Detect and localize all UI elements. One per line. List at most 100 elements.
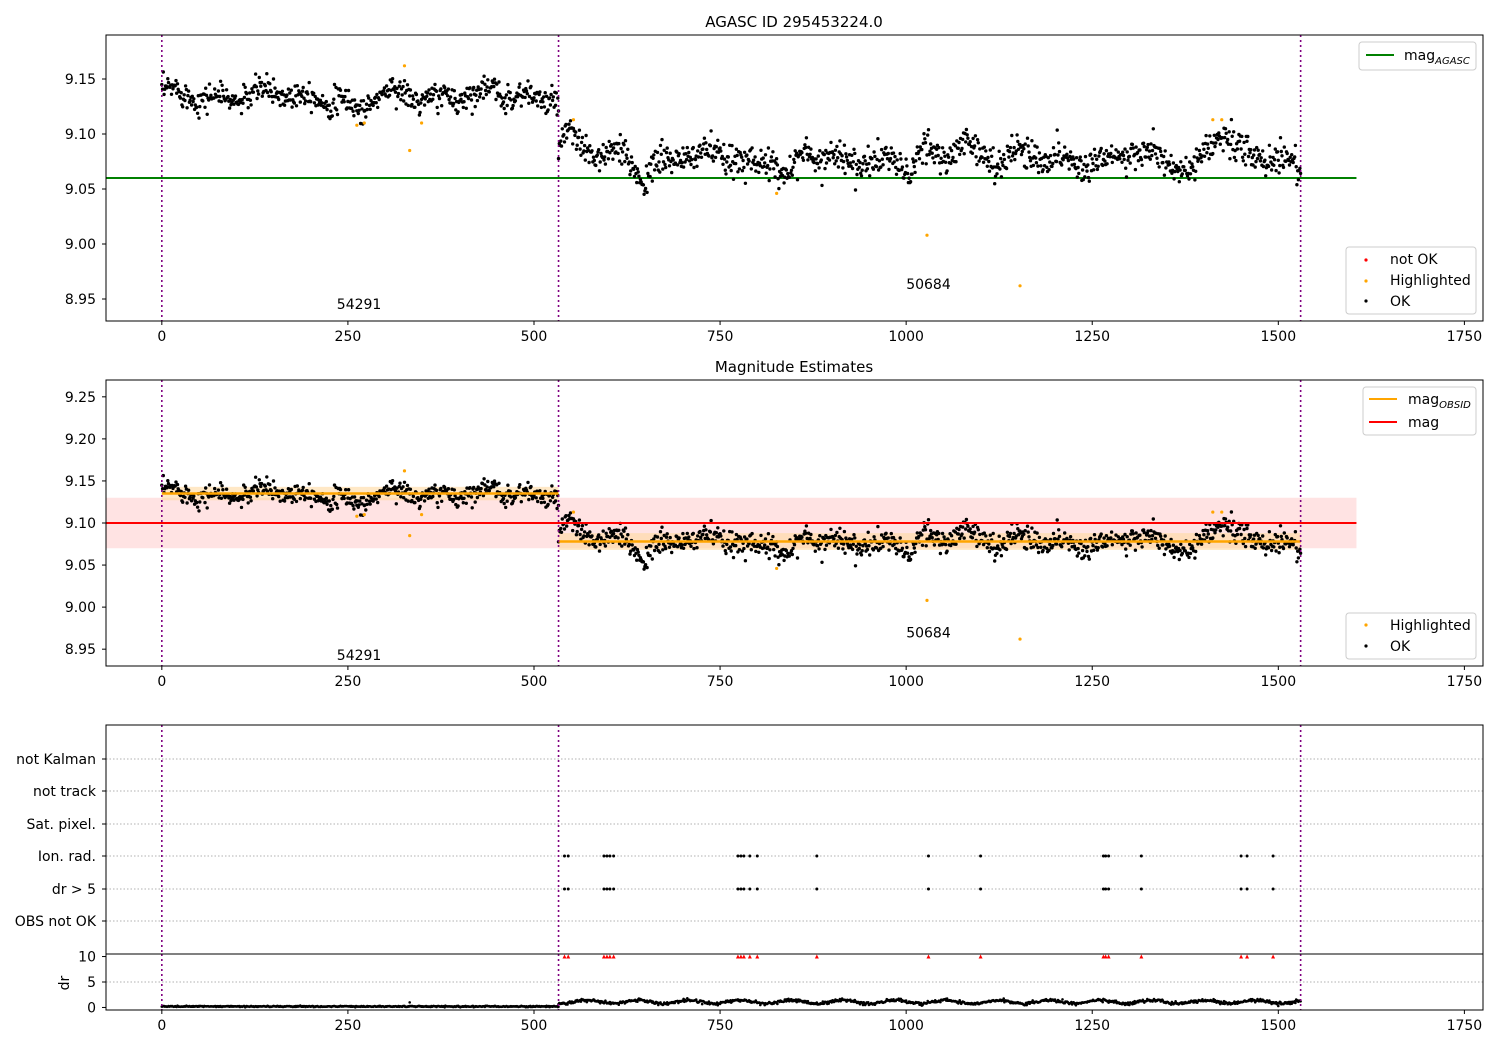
- ok-point: [1239, 147, 1243, 151]
- ok-point: [641, 183, 646, 187]
- ok-point: [1156, 543, 1160, 548]
- ok-point: [1026, 530, 1030, 534]
- ok-point: [437, 96, 442, 101]
- ok-point: [260, 94, 264, 98]
- ok-point: [519, 104, 523, 108]
- ok-point: [198, 500, 202, 504]
- ok-point: [456, 110, 460, 114]
- ok-point: [1267, 530, 1272, 534]
- ok-point: [357, 503, 361, 507]
- ok-point: [1005, 530, 1010, 534]
- ok-point: [487, 489, 491, 493]
- ok-point: [1281, 165, 1286, 170]
- panel-1-legend-top: magAGASC: [1358, 41, 1477, 71]
- flag-point: [1104, 854, 1108, 858]
- ok-point: [628, 552, 632, 556]
- ok-point: [233, 94, 238, 98]
- ok-point: [1161, 160, 1165, 165]
- ok-point: [483, 82, 487, 87]
- ok-point: [742, 535, 747, 539]
- ok-point: [1067, 548, 1071, 552]
- ok-point: [863, 159, 867, 163]
- ok-point: [905, 551, 910, 555]
- ok-point: [254, 485, 259, 489]
- ok-point: [1296, 556, 1301, 560]
- dr-clipped-marker: [601, 954, 606, 959]
- ok-point: [820, 183, 824, 188]
- ok-point: [380, 92, 384, 97]
- ok-point: [792, 543, 797, 547]
- x-tick-label: 1500: [1260, 1018, 1296, 1034]
- ok-point: [859, 553, 864, 557]
- ok-point: [1104, 534, 1109, 538]
- y-tick-label: 9.20: [65, 432, 96, 448]
- ok-point: [773, 554, 777, 558]
- ok-point: [559, 526, 563, 531]
- ok-point: [646, 171, 650, 176]
- ok-point: [1085, 169, 1089, 173]
- ok-point: [671, 158, 675, 162]
- ok-point: [915, 145, 919, 149]
- ok-point: [597, 549, 602, 553]
- ok-point: [1034, 156, 1038, 160]
- ok-point: [1241, 159, 1246, 163]
- ok-point: [920, 147, 924, 152]
- ok-point: [719, 534, 723, 538]
- ok-point: [562, 527, 567, 531]
- ok-point: [1051, 161, 1055, 166]
- ok-point: [239, 505, 244, 510]
- ok-point: [1237, 139, 1242, 143]
- ok-point: [173, 84, 177, 88]
- ok-point: [1272, 545, 1276, 549]
- ok-point: [1293, 143, 1298, 148]
- ok-point: [1031, 545, 1036, 549]
- ok-point: [1005, 144, 1010, 148]
- ok-point: [1099, 146, 1103, 151]
- ok-point: [188, 98, 192, 103]
- ok-point: [645, 190, 649, 195]
- ok-point: [292, 101, 296, 105]
- ok-point: [508, 90, 512, 95]
- ok-point: [1095, 167, 1100, 172]
- ok-point: [603, 162, 608, 166]
- highlighted-legend-marker: [1364, 279, 1368, 283]
- ok-point: [1068, 150, 1073, 154]
- ok-point: [1034, 161, 1039, 165]
- ok-point: [1161, 543, 1165, 547]
- ok-point: [1095, 157, 1099, 161]
- ok-point: [664, 150, 669, 155]
- ok-point: [418, 504, 422, 509]
- ok-point: [571, 142, 575, 146]
- ok-point: [410, 498, 414, 503]
- ok-point: [786, 171, 790, 176]
- ok-point: [704, 141, 708, 145]
- ok-point: [1221, 534, 1225, 538]
- ok-point: [643, 563, 648, 567]
- ok-point: [636, 170, 640, 174]
- ok-point: [1254, 159, 1258, 164]
- ok-point: [832, 152, 836, 157]
- ok-point: [562, 133, 566, 137]
- ok-point: [381, 89, 386, 93]
- ok-point: [1223, 517, 1228, 521]
- flag-category-label: not track: [33, 784, 97, 800]
- ok-point: [1125, 535, 1129, 539]
- ok-point: [295, 484, 299, 488]
- ok-point: [985, 164, 989, 168]
- ok-point: [330, 114, 334, 118]
- ok-point: [988, 533, 992, 537]
- ok-point: [795, 556, 800, 560]
- ok-point: [1099, 532, 1103, 536]
- ok-point: [757, 170, 761, 175]
- ok-point: [501, 100, 506, 104]
- ok-point: [1068, 535, 1073, 539]
- ok-point: [484, 92, 488, 97]
- ok-point: [859, 171, 863, 175]
- ok-point: [735, 537, 739, 542]
- ok-point: [1163, 534, 1167, 538]
- ok-point: [469, 98, 474, 102]
- ok-point: [1103, 542, 1107, 546]
- ok-point: [905, 164, 909, 168]
- ok-point: [1077, 171, 1081, 176]
